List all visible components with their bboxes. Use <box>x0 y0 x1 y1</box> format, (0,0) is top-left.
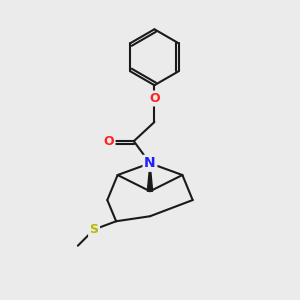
Polygon shape <box>147 163 153 191</box>
Text: N: N <box>144 156 156 170</box>
Text: S: S <box>90 223 99 236</box>
Text: O: O <box>103 135 114 148</box>
Text: O: O <box>149 92 160 105</box>
